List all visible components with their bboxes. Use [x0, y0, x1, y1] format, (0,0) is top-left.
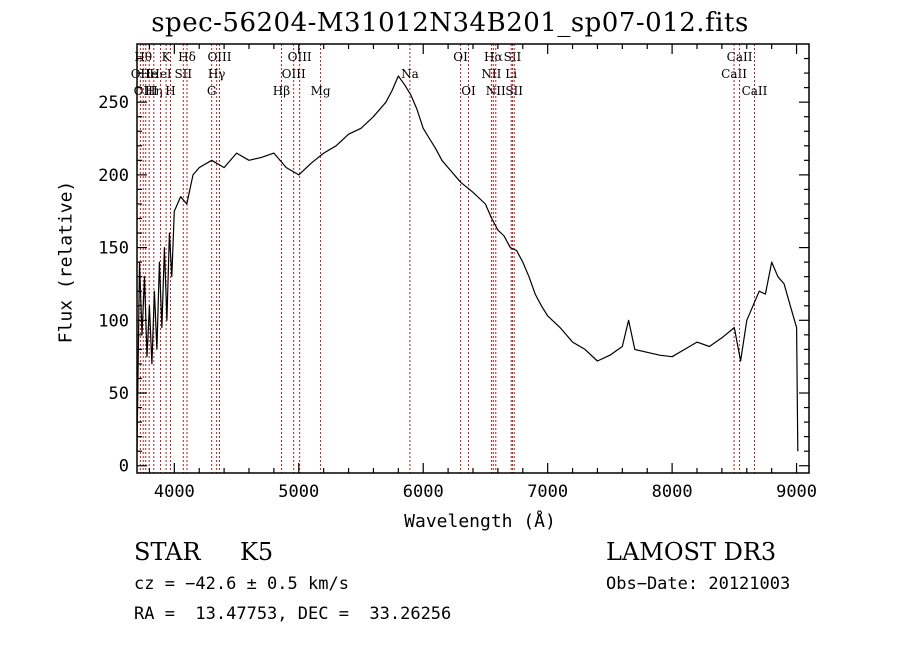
chart-title: spec-56204-M31012N34B201_sp07-012.fits — [151, 8, 749, 38]
spectral-line-label: SII — [174, 67, 192, 81]
spectral-line-label: Hα — [484, 50, 503, 64]
spectral-line-label: SII — [505, 84, 523, 98]
object-class: STAR — [134, 538, 201, 566]
x-tick-label: 8000 — [652, 482, 693, 502]
spectral-line-label: HeI — [149, 67, 172, 81]
y-tick-label: 100 — [98, 311, 129, 331]
coordinates: RA = 13.47753, DEC = 33.26256 — [134, 604, 452, 624]
observation-date: Obs−Date: 20121003 — [606, 574, 791, 594]
x-tick-label: 9000 — [776, 482, 817, 502]
spectrum-line — [136, 75, 799, 452]
spectral-line-label: Li — [505, 67, 517, 81]
spectral-line-label: OI — [453, 50, 468, 64]
x-tick-label: 7000 — [527, 482, 568, 502]
spectral-line-label: CaII — [727, 50, 753, 64]
spectral-line-label: CaII — [721, 67, 747, 81]
spectral-line-label: NII — [481, 67, 501, 81]
x-tick-label: 6000 — [403, 482, 444, 502]
y-tick-label: 0 — [119, 457, 129, 477]
y-tick-label: 250 — [98, 93, 129, 113]
y-axis-label: Flux (relative) — [55, 180, 77, 344]
y-tick-label: 150 — [98, 239, 129, 259]
redshift-info: cz = −42.6 ± 0.5 km/s — [134, 574, 349, 594]
spectral-line-label: H — [165, 84, 175, 98]
survey-name: LAMOST DR3 — [606, 538, 777, 566]
spectral-line-label: Na — [401, 67, 419, 81]
spectral-line-label: CaII — [742, 84, 768, 98]
object-subclass: K5 — [240, 538, 274, 566]
spectral-line-label: OI — [461, 84, 476, 98]
spectral-line-label: OIII — [207, 50, 231, 64]
y-tick-label: 50 — [109, 384, 129, 404]
spectral-line-label: Mg — [311, 84, 331, 98]
x-tick-label: 5000 — [278, 482, 319, 502]
spectral-line-label: OIII — [282, 67, 306, 81]
spectral-line-label: Hβ — [273, 84, 290, 98]
x-tick-label: 4000 — [154, 482, 195, 502]
spectral-line-label: K — [162, 50, 172, 64]
spectral-line-label: Hδ — [178, 50, 196, 64]
plot-frame — [136, 43, 810, 474]
spectral-line-label: SII — [504, 50, 522, 64]
x-axis-label: Wavelength (Å) — [404, 511, 556, 532]
spectral-line-label: Hη — [145, 84, 163, 98]
spectral-line-label: Hγ — [208, 67, 226, 81]
y-tick-label: 200 — [98, 166, 129, 186]
spectral-line-label: NII — [486, 84, 506, 98]
spectral-line-label: OIII — [288, 50, 312, 64]
spectral-line-label: Hθ — [134, 50, 152, 64]
spectral-line-label: G — [207, 84, 217, 98]
